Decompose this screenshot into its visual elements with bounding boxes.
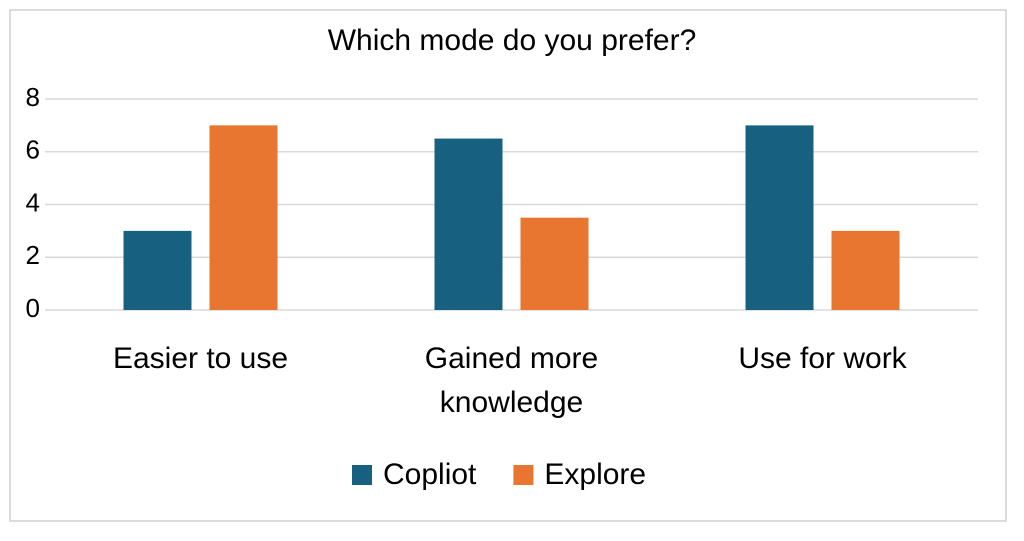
legend-label: Copliot	[383, 458, 477, 491]
bar	[434, 138, 503, 310]
y-tick-label: 0	[26, 293, 40, 323]
bar	[745, 125, 814, 310]
y-tick-label: 6	[26, 135, 40, 165]
y-tick-label: 8	[26, 82, 40, 112]
y-tick-label: 2	[26, 240, 40, 270]
bar	[831, 230, 900, 310]
bar	[209, 125, 278, 310]
legend-swatch	[352, 465, 372, 485]
x-tick-label: Use for work	[738, 342, 907, 375]
x-tick-label: Gained more knowledge	[424, 342, 599, 419]
x-tick-label: Easier to use	[112, 342, 289, 375]
y-tick-label: 4	[26, 187, 40, 217]
bar	[123, 230, 192, 310]
legend-label: Explore	[544, 458, 646, 491]
bar	[520, 217, 589, 310]
legend-swatch	[513, 465, 534, 485]
chart-title: Which mode do you prefer?	[328, 24, 697, 57]
